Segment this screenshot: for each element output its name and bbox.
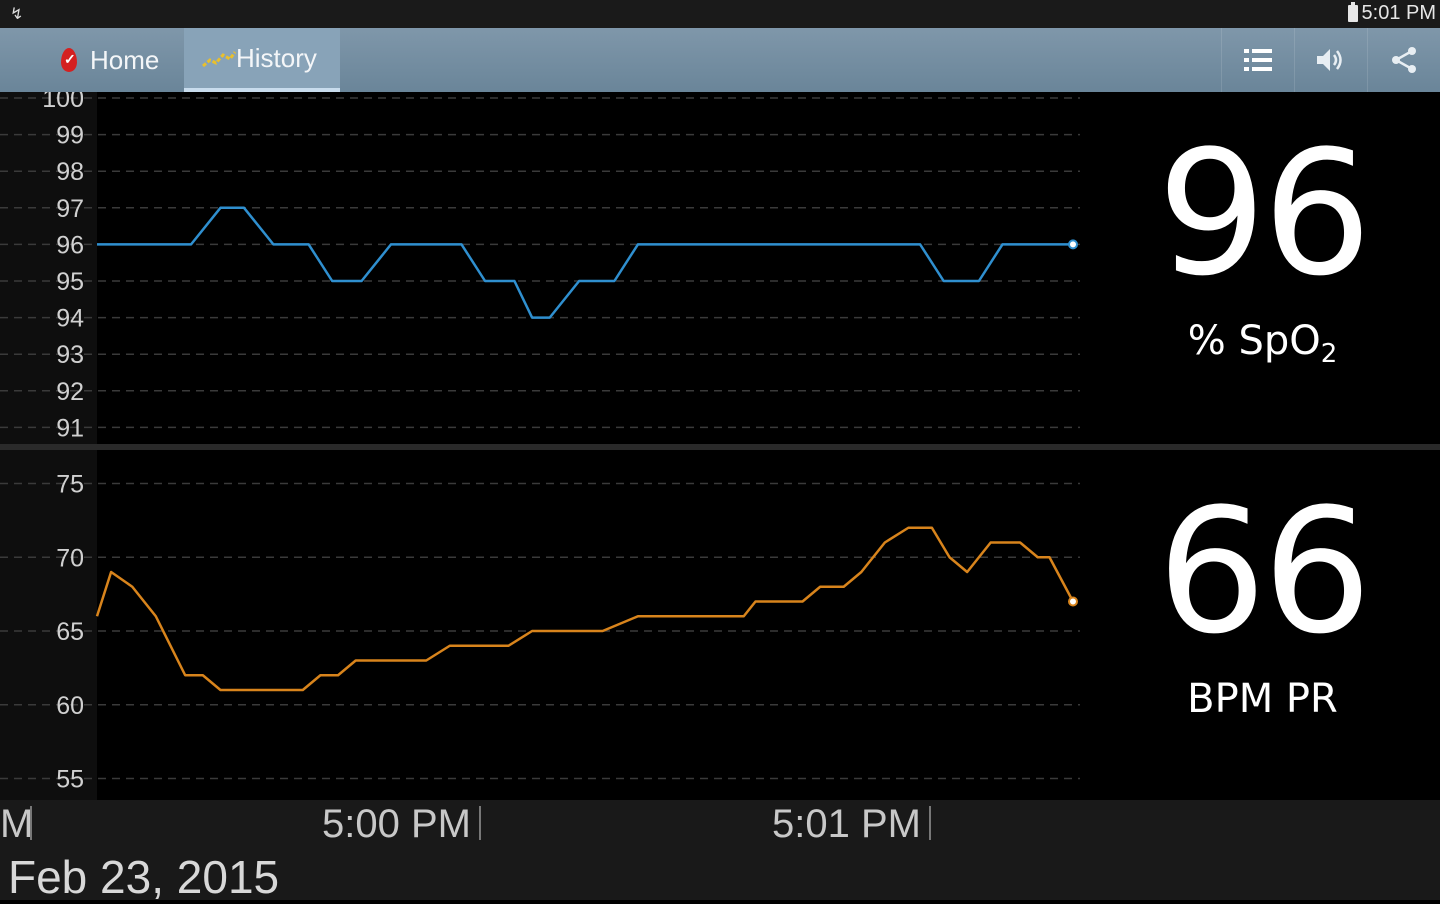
pulse-value: 66 — [1157, 471, 1372, 672]
time-tick — [479, 806, 481, 840]
series-line — [97, 206, 1073, 319]
status-time: 5:01 PM — [1361, 2, 1436, 24]
tab-home-label: Home — [90, 44, 160, 75]
pulse-chart[interactable]: 75 70 65 60 55 — [0, 450, 1085, 800]
y-tick-label: 75 — [56, 471, 84, 499]
current-point — [1068, 239, 1078, 250]
action-icons — [1221, 28, 1440, 92]
battery-icon — [1347, 2, 1358, 22]
time-label-5-01: 5:01 PM — [772, 802, 921, 846]
series-line — [95, 526, 1075, 692]
tab-home[interactable]: ✓ Home — [56, 28, 184, 92]
status-right: 5:01 PM — [1347, 2, 1436, 25]
sound-button[interactable] — [1294, 28, 1367, 92]
share-button[interactable] — [1367, 28, 1440, 92]
spo2-unit: % SpO2 — [1085, 318, 1440, 369]
y-tick-label: 70 — [56, 544, 84, 572]
spo2-unit-prefix: % SpO — [1187, 318, 1321, 364]
date-label: Feb 23, 2015 — [8, 851, 280, 903]
time-axis[interactable]: M 5:00 PM 5:01 PM Feb 23, 2015 — [0, 800, 1440, 903]
y-tick-label: 92 — [56, 378, 84, 406]
time-label-5-00: 5:00 PM — [322, 802, 471, 846]
y-tick-label: 96 — [56, 231, 84, 259]
list-button[interactable] — [1221, 28, 1294, 92]
list-icon — [1244, 49, 1272, 71]
pulse-readout: 66 BPM PR — [1085, 471, 1440, 723]
speaker-icon — [1317, 49, 1342, 71]
pulse-unit: BPM PR — [1187, 676, 1338, 722]
current-point — [1068, 596, 1078, 607]
pulse-axis-strip — [0, 450, 97, 800]
y-tick-label: 98 — [56, 158, 84, 186]
usb-icon: ↯ — [10, 4, 24, 23]
y-tick-label: 55 — [56, 766, 84, 794]
spo2-axis-strip — [0, 92, 97, 444]
status-bar: ↯ 5:01 PM — [0, 0, 1440, 28]
spo2-unit-sub: 2 — [1320, 339, 1338, 369]
tab-history[interactable]: History — [184, 28, 340, 92]
y-tick-label: 91 — [56, 414, 84, 442]
y-tick-label: 94 — [56, 305, 84, 333]
action-bar: ✓ Home History — [0, 28, 1440, 92]
line-chart-icon — [202, 51, 236, 68]
spo2-value: 96 — [1157, 113, 1372, 314]
y-tick-label: 100 — [42, 92, 84, 113]
y-tick-label: 95 — [56, 268, 84, 296]
time-label-partial: M — [0, 802, 34, 846]
y-tick-label: 99 — [56, 122, 84, 150]
spo2-chart[interactable]: 100 99 98 97 96 95 94 93 92 91 — [0, 92, 1085, 444]
y-tick-label: 97 — [56, 195, 84, 223]
share-icon — [1392, 47, 1416, 73]
time-tick — [929, 806, 931, 840]
spo2-readout: 96 % SpO2 — [1085, 113, 1440, 370]
tab-history-label: History — [236, 42, 317, 73]
y-tick-label: 65 — [56, 618, 84, 646]
heart-check-icon: ✓ — [56, 47, 82, 73]
time-tick — [30, 806, 32, 840]
y-tick-label: 60 — [56, 692, 84, 720]
panel-divider — [0, 444, 1440, 450]
y-tick-label: 93 — [56, 341, 84, 369]
